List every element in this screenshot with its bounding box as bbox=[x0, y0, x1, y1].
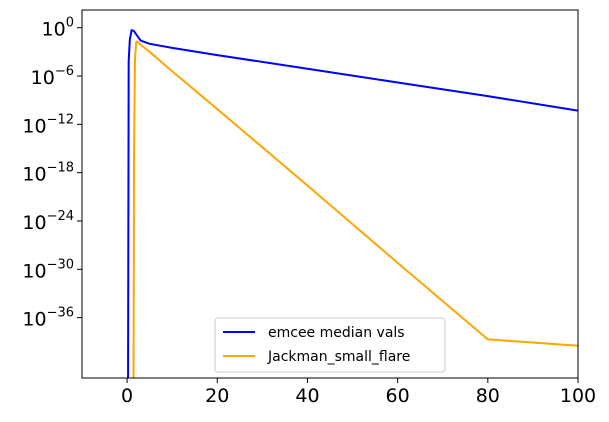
x-tick-label: 80 bbox=[476, 385, 500, 407]
x-tick-label: 100 bbox=[560, 385, 596, 407]
x-tick-label: 20 bbox=[205, 385, 229, 407]
series-line-jackman-small-flare bbox=[132, 40, 578, 378]
legend-box bbox=[214, 317, 446, 373]
legend-label-jackman-small-flare: Jackman_small_flare bbox=[267, 349, 410, 365]
series-layer bbox=[127, 29, 578, 378]
x-tick-label: 0 bbox=[121, 385, 133, 407]
legend: emcee median vals Jackman_small_flare bbox=[214, 317, 446, 373]
x-tick-label: 40 bbox=[295, 385, 319, 407]
series-line-emcee-median-vals bbox=[127, 29, 578, 378]
plot-area-frame bbox=[81, 9, 579, 379]
y-tick-label: 10−30 bbox=[22, 257, 74, 282]
x-axis: 0 20 40 60 80 100 bbox=[121, 378, 596, 407]
y-tick-label: 10−36 bbox=[22, 306, 74, 331]
y-axis: 100 10−6 10−12 10−18 10−24 10−30 10−36 bbox=[22, 16, 82, 331]
y-tick-label: 10−12 bbox=[22, 112, 74, 137]
legend-label-emcee-median-vals: emcee median vals bbox=[268, 325, 405, 341]
y-tick-label: 100 bbox=[42, 16, 74, 41]
y-tick-label: 10−24 bbox=[22, 209, 74, 234]
y-tick-label: 10−18 bbox=[22, 161, 74, 186]
y-tick-label: 10−6 bbox=[31, 64, 74, 89]
x-tick-label: 60 bbox=[386, 385, 410, 407]
